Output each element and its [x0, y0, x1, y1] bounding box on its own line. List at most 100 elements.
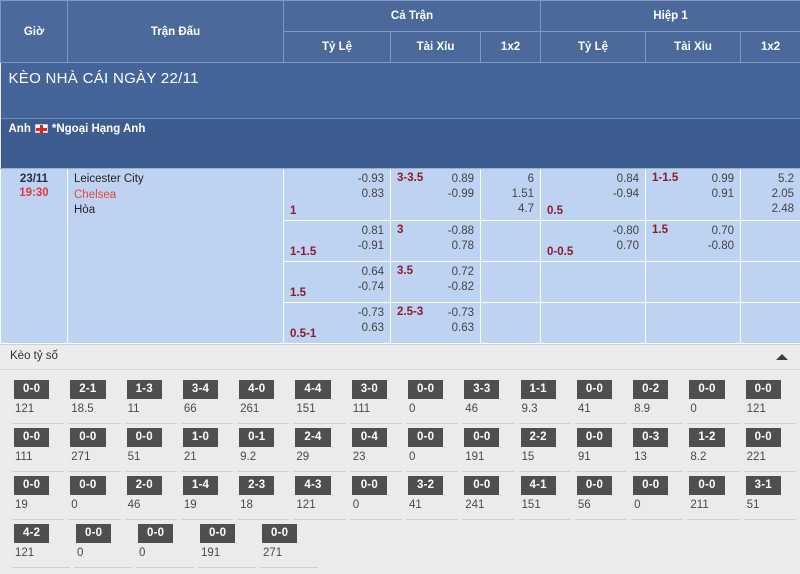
ft-handicap-top-3[interactable]: 0.64 [290, 265, 384, 280]
ft-handicap-cell-1[interactable]: 1 -0.93 0.83 [284, 169, 391, 221]
h1-1x2-draw[interactable]: 2.05 [747, 187, 794, 202]
ft-overunder-cell-1[interactable]: 3-3.5 0.89 -0.99 [391, 169, 481, 221]
correct-score-odd[interactable]: 261 [237, 402, 289, 419]
correct-score-odd[interactable]: 0 [406, 450, 458, 467]
correct-score-label[interactable]: 0-0 [577, 380, 612, 399]
correct-score-odd[interactable]: 41 [575, 402, 627, 419]
correct-score-label[interactable]: 0-0 [127, 428, 162, 447]
ft-overunder-label-1[interactable]: 3-3.5 [397, 172, 423, 184]
correct-score-label[interactable]: 0-1 [239, 428, 274, 447]
correct-score-label[interactable]: 2-2 [521, 428, 556, 447]
h1-overunder-label-2[interactable]: 1.5 [652, 224, 668, 236]
correct-score-label[interactable]: 2-4 [295, 428, 330, 447]
correct-score-odd[interactable]: 0 [68, 498, 120, 515]
correct-score-odd[interactable]: 151 [293, 402, 345, 419]
away-team[interactable]: Chelsea [74, 188, 277, 204]
ft-overunder-bottom-3[interactable]: -0.82 [397, 280, 474, 295]
correct-score-odd[interactable]: 0 [350, 498, 402, 515]
correct-score-label[interactable]: 0-4 [352, 428, 387, 447]
correct-score-label[interactable]: 1-1 [521, 380, 556, 399]
correct-score-odd[interactable]: 271 [68, 450, 120, 467]
correct-score-label[interactable]: 0-0 [138, 524, 173, 543]
league-row-cell[interactable]: Anh*Ngoại Hạng Anh [1, 119, 800, 169]
correct-score-odd[interactable]: 18 [237, 498, 289, 515]
home-team[interactable]: Leicester City [74, 172, 277, 188]
correct-score-odd[interactable]: 0 [631, 498, 683, 515]
ft-overunder-label-4[interactable]: 2.5-3 [397, 306, 423, 318]
correct-score-label[interactable]: 0-0 [408, 380, 443, 399]
league-name[interactable]: *Ngoại Hạng Anh [52, 123, 146, 135]
ft-1x2-cell-1[interactable]: 6 1.51 4.7 [481, 169, 541, 221]
correct-score-label[interactable]: 0-3 [633, 428, 668, 447]
correct-score-label[interactable]: 1-0 [183, 428, 218, 447]
h1-1x2-cell-1[interactable]: 5.2 2.05 2.48 [741, 169, 800, 221]
correct-score-label[interactable]: 0-0 [577, 476, 612, 495]
correct-score-label[interactable]: 0-0 [633, 476, 668, 495]
correct-score-label[interactable]: 4-4 [295, 380, 330, 399]
correct-score-label[interactable]: 0-0 [746, 428, 781, 447]
h1-overunder-cell-1[interactable]: 1-1.5 0.99 0.91 [646, 169, 741, 221]
correct-score-odd[interactable]: 15 [519, 450, 571, 467]
h1-handicap-cell-1[interactable]: 0.5 0.84 -0.94 [541, 169, 646, 221]
h1-1x2-away[interactable]: 2.48 [747, 202, 794, 217]
correct-score-odd[interactable]: 8.2 [687, 450, 739, 467]
h1-overunder-label-1[interactable]: 1-1.5 [652, 172, 678, 184]
ft-overunder-label-2[interactable]: 3 [397, 224, 403, 236]
correct-score-odd[interactable]: 121 [293, 498, 345, 515]
correct-score-odd[interactable]: 23 [350, 450, 402, 467]
h1-handicap-label-1[interactable]: 0.5 [547, 205, 563, 217]
correct-score-odd[interactable]: 41 [406, 498, 458, 515]
correct-score-label[interactable]: 0-0 [200, 524, 235, 543]
correct-score-odd[interactable]: 11 [125, 402, 177, 419]
h1-overunder-bottom-2[interactable]: -0.80 [652, 239, 734, 254]
correct-score-label[interactable]: 2-0 [127, 476, 162, 495]
correct-score-label[interactable]: 1-2 [689, 428, 724, 447]
correct-score-odd[interactable]: 271 [260, 546, 318, 563]
correct-score-odd[interactable]: 121 [12, 402, 64, 419]
ft-overunder-cell-3[interactable]: 3.5 0.72 -0.82 [391, 262, 481, 303]
correct-score-label[interactable]: 0-0 [689, 476, 724, 495]
ft-handicap-label-2[interactable]: 1-1.5 [290, 246, 316, 258]
h1-handicap-top-1[interactable]: 0.84 [547, 172, 639, 187]
correct-score-label[interactable]: 0-0 [14, 428, 49, 447]
ft-1x2-home[interactable]: 6 [487, 172, 534, 187]
h1-handicap-bottom-1[interactable]: -0.94 [547, 187, 639, 202]
h1-overunder-cell-2[interactable]: 1.5 0.70 -0.80 [646, 221, 741, 262]
correct-score-label[interactable]: 0-0 [70, 476, 105, 495]
correct-score-odd[interactable]: 191 [462, 450, 514, 467]
h1-handicap-cell-2[interactable]: 0-0.5 -0.80 0.70 [541, 221, 646, 262]
correct-score-odd[interactable]: 211 [687, 498, 739, 515]
correct-score-label[interactable]: 3-0 [352, 380, 387, 399]
correct-score-odd[interactable]: 0 [406, 402, 458, 419]
correct-score-odd[interactable]: 9.3 [519, 402, 571, 419]
correct-score-label[interactable]: 3-1 [746, 476, 781, 495]
correct-score-odd[interactable]: 13 [631, 450, 683, 467]
correct-score-odd[interactable]: 9.2 [237, 450, 289, 467]
h1-handicap-label-2[interactable]: 0-0.5 [547, 246, 573, 258]
